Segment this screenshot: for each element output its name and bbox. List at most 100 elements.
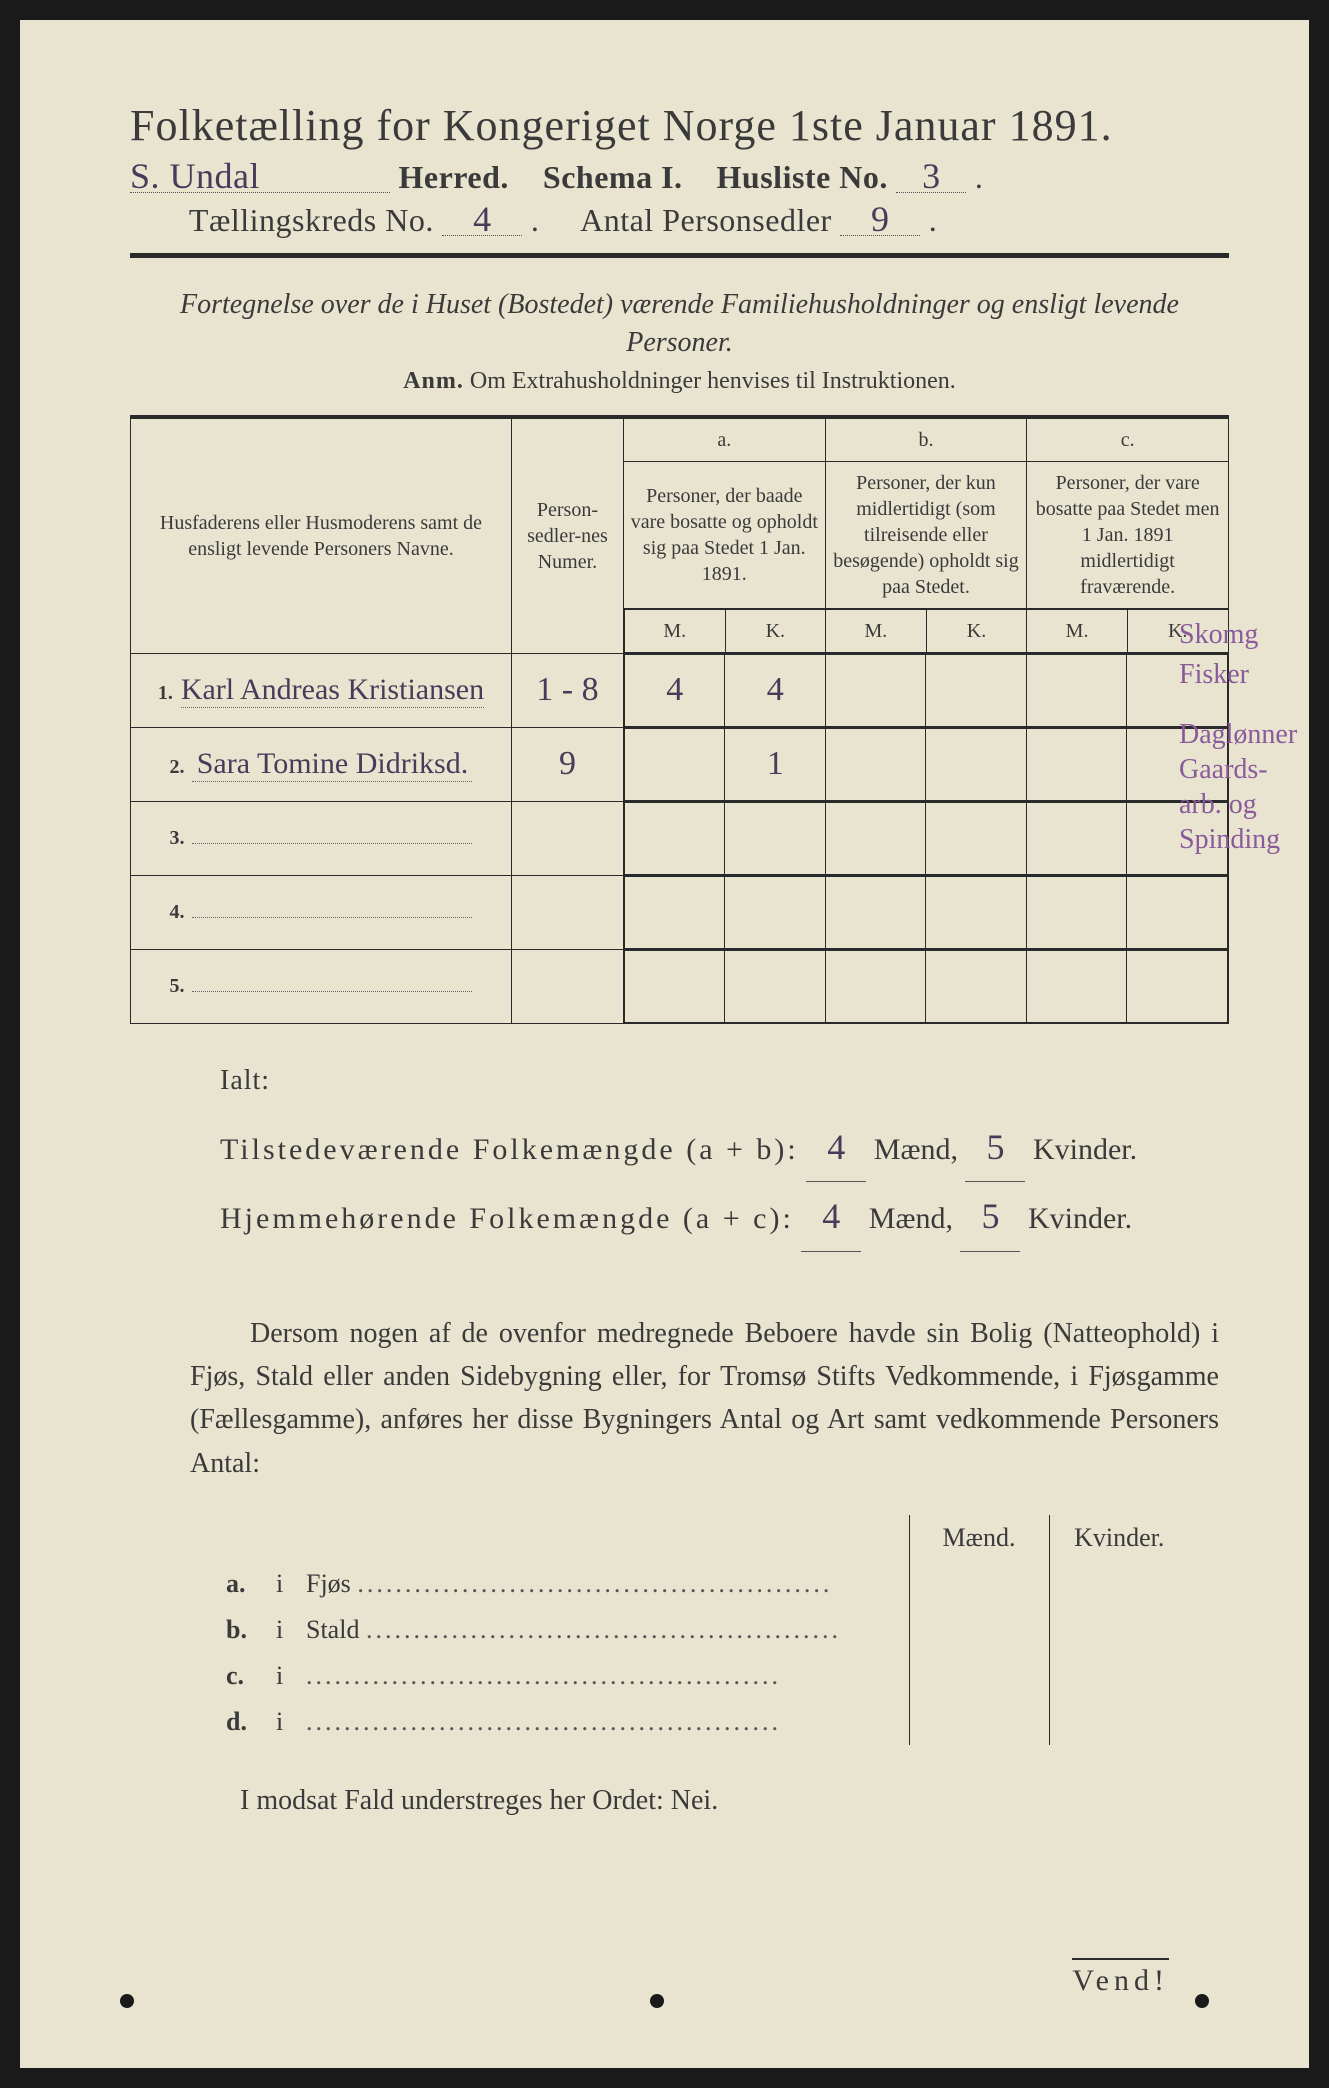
marginal-note-2: Fisker [1179,660,1319,689]
page-title: Folketælling for Kongeriget Norge 1ste J… [130,100,1229,151]
row-name-cell: 4. [131,875,512,949]
nei-line: I modsat Fald understreges her Ordet: Ne… [240,1785,1229,1817]
building-table: Mænd. Kvinder. a.iFjøs .................… [220,1515,1189,1745]
bld-letter: a. [220,1561,270,1607]
bld-k [1049,1653,1189,1699]
building-row: c.i ....................................… [220,1653,1189,1699]
marginal-note-1: Skomg [1179,620,1319,649]
anm-lead: Anm. [403,368,464,394]
cell-bk [926,802,1027,874]
punch-hole [650,1994,664,2008]
tl2-kw: Kvinder. [1028,1202,1132,1235]
bld-m [909,1561,1049,1607]
kreds-handwritten: 4 [442,203,522,236]
bld-name: Stald ..................................… [300,1607,909,1653]
row-name-cell: 1.Karl Andreas Kristiansen [131,653,512,727]
building-row: a.iFjøs ................................… [220,1561,1189,1607]
bld-name: Fjøs ...................................… [300,1561,909,1607]
col-a-k: K. [725,609,826,652]
cell-ck [1127,950,1228,1022]
row-num-cell [511,949,623,1023]
building-table-wrap: Mænd. Kvinder. a.iFjøs .................… [220,1515,1189,1745]
bld-i: i [270,1607,300,1653]
cell-bm [825,950,926,1022]
tl2-k: 5 [960,1182,1020,1251]
col-b-m: M. [826,609,927,652]
row-name-hw [192,843,472,844]
cell-am [624,802,725,874]
col-c-top: c. [1027,417,1229,462]
cell-cm [1026,728,1127,800]
table-row: 4. [131,875,1229,949]
cell-bm [825,654,926,726]
cell-ak: 1 [725,728,826,800]
building-paragraph: Dersom nogen af de ovenfor medregnede Be… [190,1312,1219,1486]
col-names-text: Husfaderens eller Husmoderens samt de en… [160,512,482,560]
divider-rule [130,253,1229,258]
row-num-cell [511,801,623,875]
cell-bm [825,876,926,948]
building-paragraph-text: Dersom nogen af de ovenfor medregnede Be… [190,1318,1219,1479]
cell-am: 4 [624,654,725,726]
punch-hole [120,1994,134,2008]
cell-am [624,876,725,948]
bld-letter: c. [220,1653,270,1699]
row-name-hw: Sara Tomine Didriksd. [192,747,472,782]
bld-letter: d. [220,1699,270,1745]
marginal-note-5: arb. og [1179,790,1319,819]
bld-m [909,1607,1049,1653]
bld-m [909,1699,1049,1745]
table-row: 3. [131,801,1229,875]
row-number: 3. [169,827,184,849]
table-row: 5. [131,949,1229,1023]
herred-handwritten: S. Undal [130,160,390,193]
row-num-cell: 9 [511,727,623,801]
building-row: b.iStald ...............................… [220,1607,1189,1653]
personsedler-label: Antal Personsedler [580,202,832,238]
row-number: 4. [169,901,184,923]
anm-text: Om Extrahusholdninger henvises til Instr… [470,368,956,394]
marginal-note-3: Daglønner [1179,720,1319,749]
tl1-label: Tilstedeværende Folkemængde (a + b): [220,1133,799,1166]
row-num-cell: 1 - 8 [511,653,623,727]
col-b-k: K. [926,609,1027,652]
cell-am [624,728,725,800]
vend-label: Vend! [1072,1958,1169,1998]
cell-ak [725,950,826,1022]
bld-head-k: Kvinder. [1049,1515,1189,1561]
husliste-handwritten: 3 [896,160,966,193]
cell-ak: 4 [725,654,826,726]
cell-am [624,950,725,1022]
tl2-m: 4 [801,1182,861,1251]
cell-cm [1026,802,1127,874]
building-row: d.i ....................................… [220,1699,1189,1745]
bld-head-m: Mænd. [909,1515,1049,1561]
cell-bm [825,802,926,874]
bld-letter: b. [220,1607,270,1653]
cell-bk [926,728,1027,800]
row-number: 5. [169,975,184,997]
col-a-top: a. [623,417,825,462]
col-names-header: Husfaderens eller Husmoderens samt de en… [131,417,512,654]
table-row: 1.Karl Andreas Kristiansen1 - 844 [131,653,1229,727]
totals-block: Ialt: Tilstedeværende Folkemængde (a + b… [220,1054,1229,1252]
annotation-line: Anm. Om Extrahusholdninger henvises til … [130,368,1229,395]
marginal-note-4: Gaards- [1179,755,1319,784]
row-number: 2. [169,756,184,778]
bld-i: i [270,1653,300,1699]
col-a-m: M. [624,609,725,652]
cell-bk [926,876,1027,948]
tl1-mw: Mænd, [874,1133,958,1166]
marginal-note-6: Spinding [1179,825,1319,854]
col-c-m: M. [1027,609,1128,652]
row-name-hw: Karl Andreas Kristiansen [181,673,484,708]
bld-name: ........................................… [300,1653,909,1699]
punch-hole [1195,1994,1209,2008]
cell-ak [725,876,826,948]
bld-i: i [270,1699,300,1745]
row-name-hw [192,917,472,918]
col-c-header: Personer, der vare bosatte paa Stedet me… [1027,461,1229,608]
bld-k [1049,1607,1189,1653]
cell-ck [1127,876,1228,948]
schema-label: Schema I. [543,159,683,195]
